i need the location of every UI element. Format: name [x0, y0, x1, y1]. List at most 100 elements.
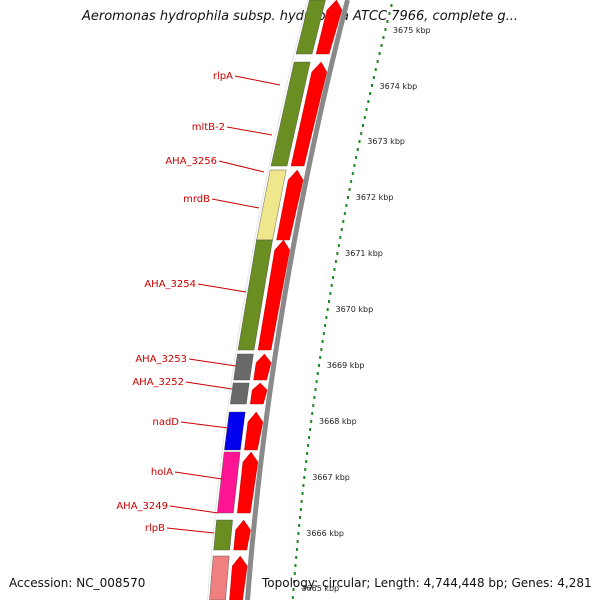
gene-label: nadD	[152, 417, 179, 428]
scale-dots	[291, 4, 393, 599]
cog-block	[270, 61, 311, 167]
scale-dot	[333, 268, 336, 271]
scale-dot	[351, 172, 354, 175]
scale-dot	[360, 132, 363, 135]
scale-dot	[316, 372, 319, 375]
scale-dot	[345, 204, 348, 207]
scale-dot	[295, 556, 298, 559]
cog-block	[213, 519, 233, 551]
map-title: Aeromonas hydrophila subsp. hydrophila A…	[81, 9, 519, 24]
cds-arrow	[253, 353, 272, 381]
scale-dot	[386, 20, 389, 23]
cds-track	[229, 0, 343, 600]
scale-dot	[300, 500, 303, 503]
gene-label: AHA_3254	[144, 279, 196, 290]
cog-block	[237, 239, 273, 351]
scale-dot	[302, 484, 305, 487]
gene-labels: rlpA mltB-2 AHA_3256 mrdB AHA_3254 AHA_3253 AH…	[116, 71, 233, 534]
scale-dot	[348, 188, 351, 191]
scale-dot	[317, 364, 320, 367]
scale-dot	[356, 148, 359, 151]
scale-dot	[374, 68, 377, 71]
gene-leader-line	[197, 283, 247, 293]
scale-dot	[336, 252, 339, 255]
scale-dot	[303, 476, 306, 479]
scale-dot	[372, 76, 375, 79]
gene-label: mrdB	[183, 194, 210, 205]
scale-dot	[334, 260, 337, 263]
scale-dot	[330, 284, 333, 287]
gene-label: AHA_3252	[132, 377, 184, 388]
scale-dot	[312, 404, 315, 407]
gene-leader-line	[169, 505, 219, 514]
gene-label: mltB-2	[192, 122, 225, 133]
scale-dot	[295, 548, 298, 551]
gene-leader-line	[234, 75, 281, 86]
backbone-outer	[245, 0, 350, 600]
scale-dot	[358, 140, 361, 143]
scale-dot	[293, 572, 296, 575]
scale-dot	[322, 332, 325, 335]
scale-dot	[306, 452, 309, 455]
scale-dot	[390, 4, 393, 7]
cog-block	[209, 555, 230, 600]
gene-label: AHA_3256	[165, 156, 217, 167]
scale-dot	[353, 164, 356, 167]
scale-dot	[309, 428, 312, 431]
scale-dot	[342, 220, 345, 223]
scale-dot	[325, 316, 328, 319]
scale-tick-label: 3665 kbp	[301, 584, 339, 593]
scale-dot	[346, 196, 349, 199]
scale-dot	[298, 516, 301, 519]
gene-leader-line	[211, 198, 260, 209]
scale-dot	[313, 396, 316, 399]
gene-label: rlpB	[145, 523, 165, 534]
gene-label: AHA_3253	[135, 354, 187, 365]
scale-dot	[310, 420, 313, 423]
scale-dot	[382, 36, 385, 39]
cog-track	[209, 0, 326, 600]
scale-tick-label: 3666 kbp	[306, 529, 344, 538]
cds-arrow	[233, 519, 251, 551]
scale-dot	[311, 412, 314, 415]
scale-dot	[296, 540, 299, 543]
gene-leader-line	[185, 381, 233, 390]
topology-text: Topology: circular; Length: 4,744,448 bp…	[262, 576, 592, 590]
gene-leader-line	[218, 160, 265, 173]
gene-label: AHA_3249	[116, 501, 168, 512]
scale-dot	[315, 380, 318, 383]
scale-dot	[293, 580, 296, 583]
scale-dot	[297, 532, 300, 535]
gene-leader-line	[188, 358, 237, 367]
scale-tick-label: 3668 kbp	[319, 417, 357, 426]
cds-arrow	[257, 239, 290, 351]
scale-dot	[324, 324, 327, 327]
scale-tick-label: 3669 kbp	[327, 361, 365, 370]
scale-dot	[363, 116, 366, 119]
scale-dot	[294, 564, 297, 567]
scale-tick-label: 3670 kbp	[336, 305, 374, 314]
scale-dot	[378, 52, 381, 55]
gene-leader-line	[180, 421, 229, 429]
scale-dot	[343, 212, 346, 215]
cds-arrow	[290, 61, 328, 167]
scale-dot	[337, 244, 340, 247]
scale-dot	[299, 508, 302, 511]
scale-dot	[367, 100, 370, 103]
accession-text: Accession: NC_008570	[9, 576, 146, 590]
gene-leader-line	[166, 527, 215, 534]
scale-dot	[305, 460, 308, 463]
gene-label: holA	[151, 467, 173, 478]
cog-block	[295, 0, 326, 55]
scale-dot	[384, 28, 387, 31]
cog-block	[230, 382, 250, 405]
scale-dot	[321, 340, 324, 343]
gene-leaders	[166, 75, 281, 534]
cds-arrow	[276, 169, 304, 241]
scale-dot	[370, 84, 373, 87]
scale-dot	[328, 300, 330, 303]
scale-dot	[314, 388, 317, 391]
scale-tick-label: 3671 kbp	[345, 249, 383, 258]
gene-leader-line	[226, 126, 273, 136]
